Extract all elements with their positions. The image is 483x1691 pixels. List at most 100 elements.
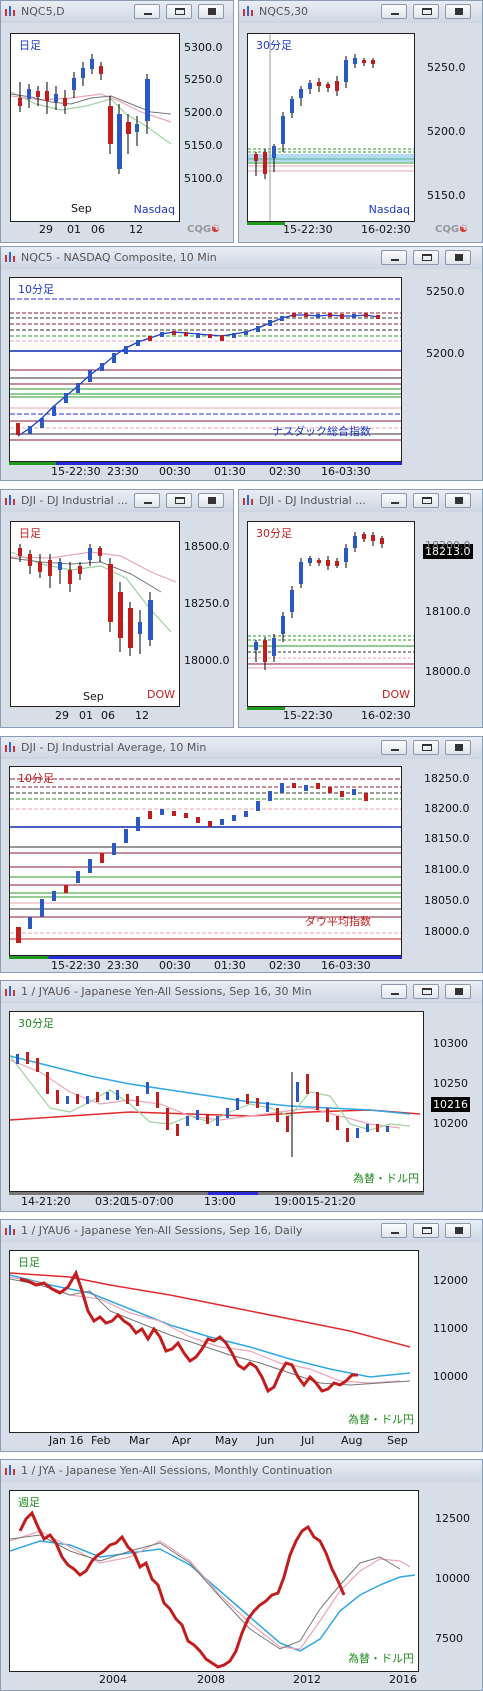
x-tick: Sep — [387, 1434, 408, 1447]
close-button[interactable] — [445, 4, 471, 19]
chart-window-jyau6-daily: 1 / JYAU6 - Japanese Yen-All Sessions, S… — [0, 1219, 483, 1452]
restore-button[interactable] — [166, 4, 192, 19]
chart-window-nqc5-30min: NQC5,30 30分足 Nasdaq 5250.0 5200.0 5150.0… — [238, 0, 483, 243]
restore-button[interactable] — [166, 493, 192, 508]
x-tick: Jul — [301, 1434, 315, 1447]
timeframe-label: 30分足 — [256, 527, 292, 540]
restore-button[interactable] — [413, 740, 439, 755]
chart-icon — [5, 742, 15, 752]
chart-window-jya-monthly: 1 / JYA - Japanese Yen-All Sessions, Mon… — [0, 1459, 483, 1691]
title-bar[interactable]: 1 / JYAU6 - Japanese Yen-All Sessions, S… — [1, 1220, 482, 1242]
candlestick-plot — [11, 544, 177, 656]
chart-icon — [243, 6, 253, 16]
restore-button[interactable] — [413, 493, 439, 508]
restore-button[interactable] — [413, 1223, 439, 1238]
title-bar[interactable]: DJI - DJ Industrial ... — [239, 490, 482, 512]
price-chart[interactable]: 10分足 ダウ平均指数 — [9, 766, 402, 956]
x-tick: 02:30 — [269, 465, 301, 478]
timeframe-label: 30分足 — [256, 39, 292, 52]
minimize-button[interactable] — [381, 1223, 407, 1238]
series-label: Nasdaq — [368, 203, 410, 216]
minimize-button[interactable] — [134, 4, 160, 19]
restore-button[interactable] — [413, 4, 439, 19]
price-chart[interactable]: 日足 Nasdaq — [10, 33, 180, 222]
series-label: DOW — [146, 688, 175, 701]
x-tick: Feb — [91, 1434, 111, 1447]
close-button[interactable] — [445, 740, 471, 755]
series-label: ナスダック総合指数 — [272, 425, 371, 438]
timeframe-label: 30分足 — [18, 1017, 54, 1030]
price-chart[interactable]: 10分足 ナスダック総合指数 — [9, 277, 402, 462]
title-bar[interactable]: 1 / JYAU6 - Japanese Yen-All Sessions, S… — [1, 981, 482, 1003]
x-tick: 2016 — [389, 1673, 417, 1686]
title-bar[interactable]: NQC5,30 — [239, 1, 482, 23]
restore-button[interactable] — [413, 984, 439, 999]
price-chart[interactable]: 30分足 為替・ドル円 — [9, 1011, 424, 1192]
candlestick-plot — [248, 34, 414, 221]
close-button[interactable] — [445, 250, 471, 265]
series-label: 為替・ドル円 — [353, 1172, 419, 1185]
close-button[interactable] — [445, 1223, 471, 1238]
chart-icon — [243, 495, 253, 505]
close-button[interactable] — [198, 493, 224, 508]
last-price-box: 18213.0 — [423, 544, 473, 559]
x-tick: 16-03:30 — [321, 959, 371, 972]
chart-window-dji-10min: DJI - DJ Industrial Average, 10 Min 10分足… — [0, 736, 483, 973]
restore-icon — [422, 8, 432, 15]
chart-window-nqc5-daily: NQC5,D 日足 Nasdaq 5300.0 5250.0 5200.0 51… — [0, 0, 234, 243]
minimize-button[interactable] — [381, 250, 407, 265]
title-bar[interactable]: NQC5,D — [1, 1, 233, 23]
title-bar[interactable]: NQC5 - NASDAQ Composite, 10 Min — [1, 247, 482, 269]
x-tick: 2004 — [99, 1673, 127, 1686]
title-bar[interactable]: 1 / JYA - Japanese Yen-All Sessions, Mon… — [1, 1460, 482, 1482]
y-tick: 18050.0 — [424, 894, 470, 907]
close-icon — [455, 8, 463, 15]
title-bar[interactable]: DJI - DJ Industrial ... — [1, 490, 233, 512]
window-title: DJI - DJ Industrial ... — [21, 494, 128, 507]
minimize-button[interactable] — [381, 740, 407, 755]
price-chart[interactable]: 週足 為替・ドル円 — [9, 1490, 419, 1672]
x-tick: 2012 — [293, 1673, 321, 1686]
price-chart[interactable]: 日足 為替・ドル円 — [9, 1250, 419, 1433]
minimize-icon — [391, 259, 399, 261]
x-tick: 2008 — [197, 1673, 225, 1686]
y-tick: 10250 — [433, 1077, 468, 1090]
y-tick: 18000.0 — [184, 654, 230, 667]
price-chart[interactable]: 30分足 DOW — [247, 521, 415, 707]
x-tick: 19:00 — [274, 1195, 306, 1208]
series-label: 為替・ドル円 — [348, 1652, 414, 1665]
minimize-button[interactable] — [381, 984, 407, 999]
close-button[interactable] — [198, 4, 224, 19]
x-tick: 29 — [55, 709, 69, 722]
x-tick: Apr — [172, 1434, 192, 1447]
y-tick: 18200.0 — [424, 802, 470, 815]
x-tick: 23:30 — [107, 959, 139, 972]
candlestick-plot — [10, 1052, 421, 1157]
x-tick: 16-02:30 — [361, 709, 411, 722]
y-tick: 11000 — [433, 1322, 468, 1335]
window-title: 1 / JYAU6 - Japanese Yen-All Sessions, S… — [21, 985, 312, 998]
y-tick: 5100.0 — [184, 172, 223, 185]
close-button[interactable] — [445, 984, 471, 999]
minimize-button[interactable] — [381, 493, 407, 508]
x-tick: Aug — [341, 1434, 363, 1447]
title-bar[interactable]: DJI - DJ Industrial Average, 10 Min — [1, 737, 482, 759]
chart-window-nqc5-10min: NQC5 - NASDAQ Composite, 10 Min 10分足 — [0, 246, 483, 481]
price-chart[interactable]: 30分足 Nasdaq — [247, 33, 415, 222]
x-subtick: Sep — [71, 202, 92, 215]
price-chart[interactable]: 日足 DOW — [10, 521, 180, 707]
timeframe-label: 日足 — [18, 1256, 40, 1269]
x-tick: 23:30 — [107, 465, 139, 478]
y-tick: 10000 — [435, 1572, 470, 1585]
x-tick: 01:30 — [214, 959, 246, 972]
minimize-button[interactable] — [381, 4, 407, 19]
restore-button[interactable] — [413, 250, 439, 265]
y-tick: 18150.0 — [424, 832, 470, 845]
minimize-button[interactable] — [134, 493, 160, 508]
minimize-icon — [144, 502, 152, 504]
x-tick: 15-22:30 — [51, 959, 101, 972]
close-button[interactable] — [445, 493, 471, 508]
y-tick: 18500.0 — [184, 540, 230, 553]
minimize-icon — [144, 13, 152, 15]
y-tick: 18200.0 — [425, 539, 471, 552]
